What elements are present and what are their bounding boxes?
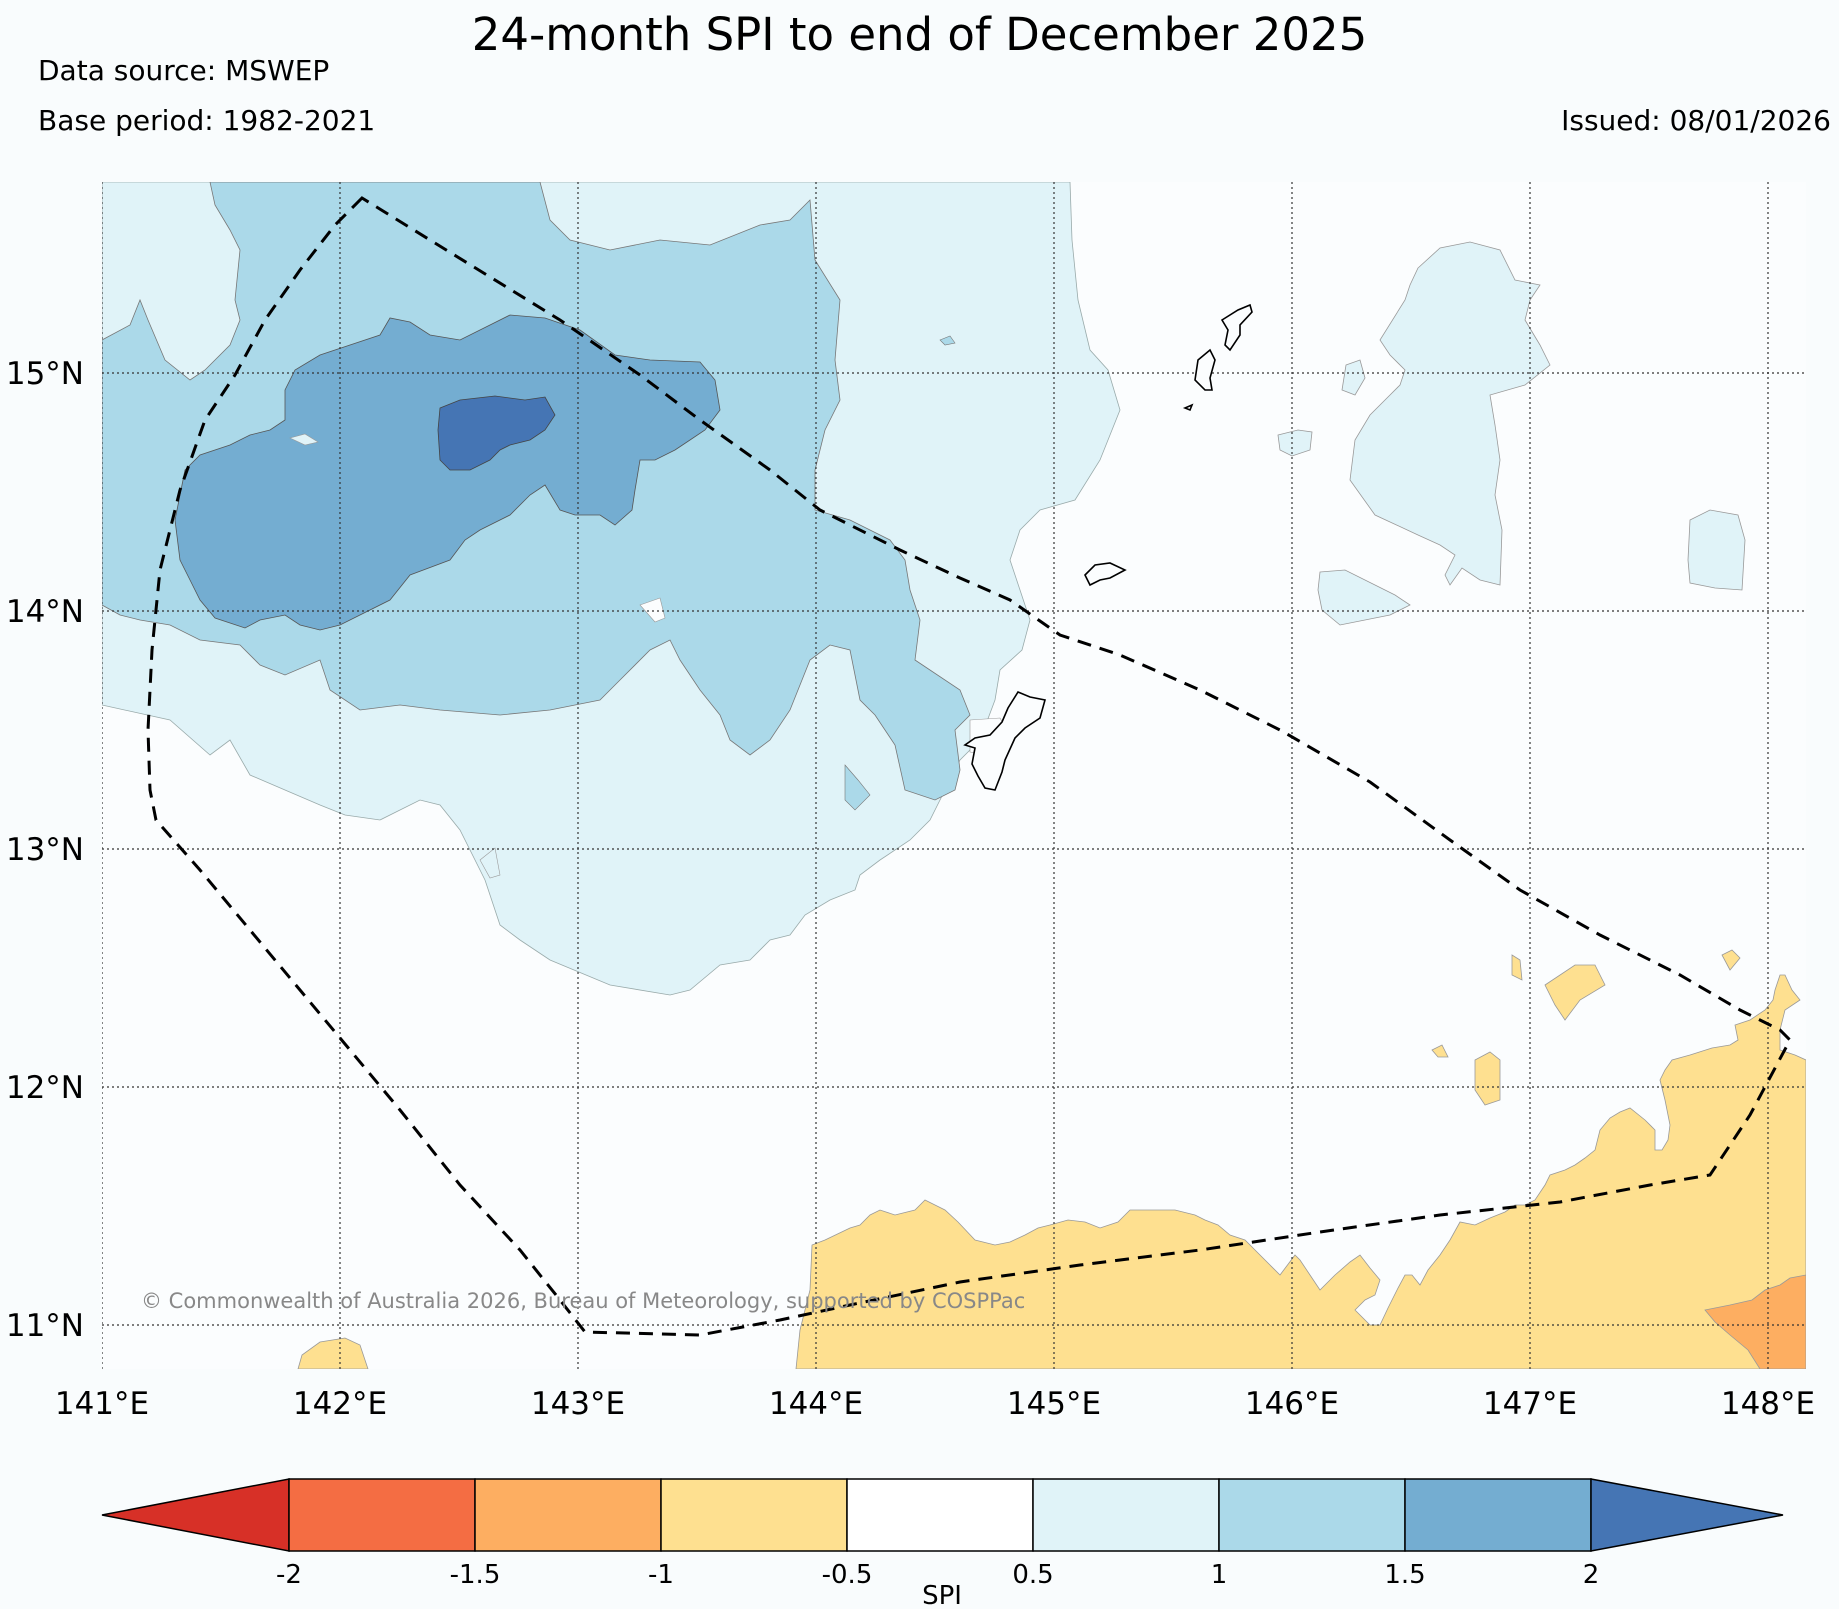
spi-region-0.5-1-small (289, 433, 319, 446)
colorbar-bin (1404, 1478, 1592, 1552)
colorbar-tick: -2 (276, 1560, 302, 1590)
lon-label: 143°E (531, 1386, 625, 1422)
colorbar-tick-labels: -2 -1.5 -1 -0.5 0.5 1 1.5 2 SPI (276, 1560, 1599, 1609)
spi-region-minus1.5-minus1 (1704, 1274, 1806, 1369)
map-title: 24-month SPI to end of December 2025 (471, 8, 1368, 61)
spi-region-above-2 (437, 395, 556, 471)
island-saipan (1220, 303, 1253, 352)
colorbar-bin (846, 1478, 1034, 1552)
island-aguijan (1182, 403, 1194, 412)
gridlines (102, 182, 1806, 1369)
colorbar-title: SPI (922, 1581, 962, 1609)
colorbar-bin (1032, 1478, 1220, 1552)
colorbar-bin (660, 1478, 848, 1552)
colorbar-bin (288, 1478, 476, 1552)
longitude-labels: 141°E 142°E 143°E 144°E 145°E 146°E 147°… (55, 1386, 1815, 1422)
issued-date-label: Issued: 08/01/2026 (1561, 104, 1831, 137)
spi-region-minus1-minus0.5-small (1721, 949, 1741, 971)
colorbar-tick: 1 (1211, 1560, 1228, 1590)
lon-label: 148°E (1721, 1386, 1815, 1422)
spi-region-1.5-2 (174, 314, 721, 631)
lat-label: 14°N (6, 594, 84, 630)
spi-region-1-1.5-small (939, 335, 956, 346)
colorbar-bin (474, 1478, 662, 1552)
lon-label: 142°E (293, 1386, 387, 1422)
lat-label: 11°N (6, 1308, 84, 1344)
spi-region-0.5-1-east (1341, 359, 1366, 396)
island-guam (963, 691, 1047, 791)
spi-region-neutral-patch (639, 597, 666, 623)
lat-label: 12°N (6, 1070, 84, 1106)
island-rota (1084, 562, 1127, 587)
spi-region-1-1.5-small (844, 764, 871, 811)
spi-region-minus1-minus0.5-small (1431, 1044, 1449, 1058)
base-period-label: Base period: 1982-2021 (38, 104, 376, 137)
lat-label: 15°N (6, 356, 84, 392)
spi-region-minus1-minus0.5-small (1544, 964, 1606, 1021)
lat-label: 13°N (6, 832, 84, 868)
spi-region-0.5-1-east (1687, 509, 1746, 591)
lon-label: 144°E (769, 1386, 863, 1422)
colorbar-extend-high (1590, 1478, 1784, 1552)
colorbar-tick: -1 (648, 1560, 674, 1590)
latitude-labels: 15°N 14°N 13°N 12°N 11°N (6, 356, 84, 1344)
data-source-label: Data source: MSWEP (38, 54, 330, 87)
island-tinian (1194, 348, 1216, 391)
colorbar (101, 1478, 1784, 1552)
spi-region-minus1-minus0.5-small (1511, 954, 1523, 981)
lon-label: 145°E (1007, 1386, 1101, 1422)
colorbar-tick: -0.5 (822, 1560, 873, 1590)
map-plot-area: © Commonwealth of Australia 2026, Bureau… (102, 182, 1806, 1369)
eez-boundary (146, 196, 1792, 1337)
copyright-notice: © Commonwealth of Australia 2026, Bureau… (141, 1289, 1025, 1313)
colorbar-bin (1218, 1478, 1406, 1552)
spi-region-0.5-1-east (1349, 241, 1551, 586)
island-outlines (963, 303, 1253, 791)
spi-region-minus1-minus0.5-small (297, 1337, 369, 1369)
lon-label: 147°E (1483, 1386, 1577, 1422)
colorbar-tick: 2 (1583, 1560, 1600, 1590)
lon-label: 146°E (1245, 1386, 1339, 1422)
colorbar-tick: 1.5 (1384, 1560, 1425, 1590)
colorbar-tick: -1.5 (450, 1560, 501, 1590)
colorbar-extend-low (101, 1478, 290, 1552)
spi-region-0.5-1-east (1277, 429, 1313, 457)
colorbar-tick: 0.5 (1012, 1560, 1053, 1590)
lon-label: 141°E (55, 1386, 149, 1422)
spi-region-0.5-1-small (479, 847, 501, 879)
spi-region-minus1-minus0.5-small (1474, 1051, 1501, 1106)
